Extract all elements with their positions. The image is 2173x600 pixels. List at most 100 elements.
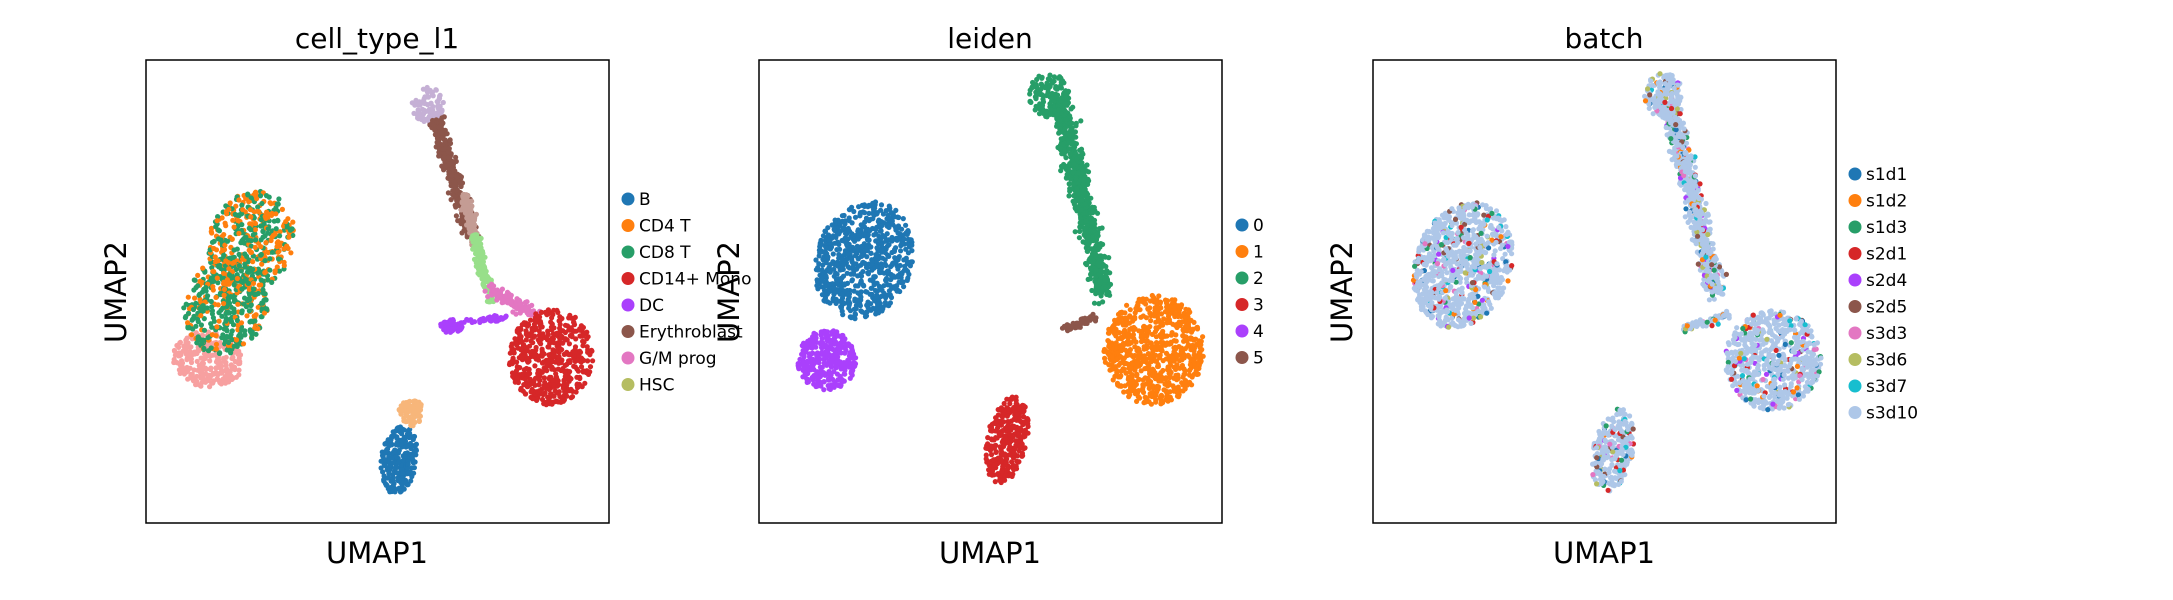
scatter-point [831, 369, 837, 375]
scatter-point [475, 266, 482, 272]
scatter-point [550, 349, 556, 355]
scatter-point [1022, 419, 1028, 425]
scatter-point [453, 154, 459, 160]
scatter-point [225, 339, 232, 346]
scatter-point [523, 391, 529, 397]
scatter-point [265, 226, 271, 232]
scatter-point [450, 317, 456, 323]
scatter-point [401, 418, 407, 424]
scatter-point [1002, 425, 1009, 431]
scatter-point [817, 373, 824, 380]
scatter-point [405, 470, 411, 476]
scatter-point [809, 363, 815, 369]
scatter-point [895, 266, 901, 272]
scatter-point [239, 327, 245, 333]
scatter-point [1067, 188, 1073, 194]
scatter-point [459, 320, 465, 326]
scatter-point [215, 258, 221, 264]
scatter-point [819, 267, 825, 273]
scatter-point [432, 127, 438, 133]
scatter-point [864, 248, 871, 254]
scatter-point [473, 251, 479, 257]
scatter-point [551, 382, 557, 388]
scatter-point [235, 322, 241, 328]
scatter-point [236, 361, 242, 367]
scatter-point [578, 364, 585, 370]
scatter-point [522, 376, 528, 382]
scatter-point [543, 399, 549, 405]
scatter-point [450, 188, 456, 194]
scatter-point [1082, 201, 1088, 207]
scatter-point [265, 249, 271, 256]
scatter-point [275, 201, 281, 207]
scatter-point [905, 229, 911, 235]
scatter-point [389, 435, 395, 441]
scatter-point [397, 429, 403, 435]
scatter-point [227, 200, 233, 206]
scatter-point [248, 249, 254, 255]
scatter-point [248, 318, 254, 324]
scatter-point [532, 333, 538, 339]
scatter-point [237, 331, 243, 337]
scatter-point [443, 321, 449, 327]
scatter-point [286, 234, 292, 240]
scatter-point [195, 367, 201, 373]
scatter-point [831, 285, 837, 291]
scatter-point [838, 376, 844, 382]
scatter-point [899, 240, 905, 247]
scatter-point [205, 329, 211, 335]
scatter-point [218, 365, 224, 371]
scatter-point [253, 331, 259, 337]
scatter-point [239, 308, 245, 314]
scatter-point [438, 118, 445, 124]
scatter-point [382, 462, 388, 469]
scatter-point [541, 375, 548, 381]
scatter-point [585, 371, 592, 377]
scatter-point [1019, 450, 1025, 456]
scatter-point [878, 285, 884, 291]
scatter-point [1075, 191, 1081, 197]
scatter-point [191, 367, 197, 373]
scatter-point [390, 460, 396, 466]
scatter-point [255, 204, 261, 210]
scatter-point [469, 198, 475, 204]
scatter-point [517, 365, 523, 371]
scatter-point [487, 299, 493, 305]
scatter-point [834, 271, 840, 277]
scatter-point [200, 374, 206, 380]
scatter-point [444, 131, 450, 137]
scatter-point [221, 232, 227, 238]
scatter-point [439, 108, 445, 114]
scatter-point [281, 262, 287, 269]
scatter-point [209, 311, 215, 317]
scatter-point [245, 280, 251, 286]
scatter-point [857, 303, 864, 309]
scatter-point [1100, 262, 1107, 268]
scatter-point [221, 292, 227, 298]
scatter-point [1040, 96, 1046, 102]
scatter-point [250, 280, 257, 286]
scatter-point [213, 341, 220, 347]
scatter-point [519, 371, 525, 377]
scatter-point [901, 284, 907, 290]
scatter-point [1010, 434, 1016, 440]
scatter-point [411, 415, 417, 421]
scatter-point [906, 271, 912, 277]
legend-label: G/M prog [639, 349, 717, 369]
scatter-point [435, 103, 441, 109]
scatter-point [1085, 234, 1091, 240]
scatter-point [831, 336, 837, 342]
scatter-point [544, 382, 550, 388]
scatter-point [232, 211, 238, 218]
scatter-point [201, 316, 207, 322]
scatter-point [1094, 283, 1100, 289]
scatter-point [1070, 170, 1076, 176]
scatter-point [993, 449, 1000, 455]
scatter-point [1087, 276, 1094, 282]
scatter-point [1093, 252, 1099, 258]
scatter-point [435, 133, 441, 139]
scatter-point [413, 441, 419, 447]
scatter-point [813, 267, 820, 273]
scatter-point [410, 436, 416, 443]
scatter-point [230, 217, 236, 223]
